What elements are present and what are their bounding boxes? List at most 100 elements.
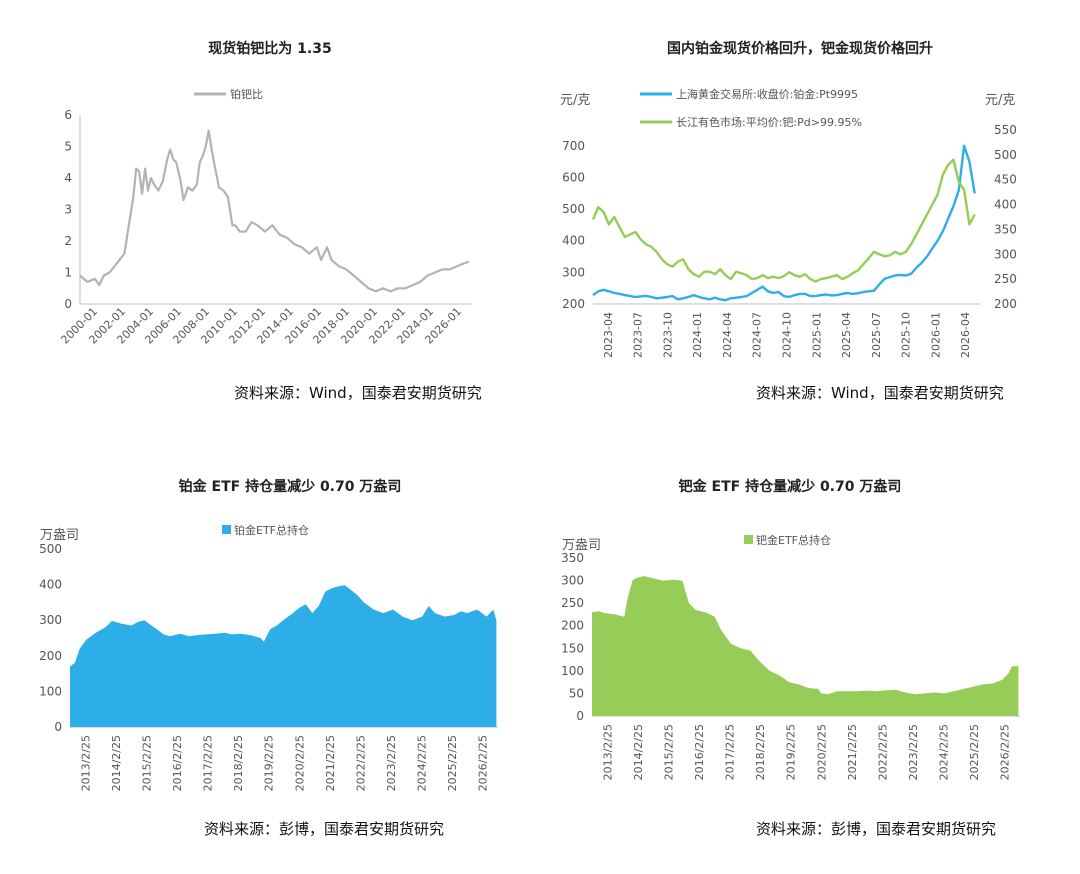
x-tick-label: 2026-01 [929, 312, 942, 358]
x-tick-label: 2025/2/25 [446, 735, 459, 791]
x-tick-label: 2014/2/25 [110, 735, 123, 791]
y-tick-label: 400 [562, 234, 585, 248]
series-line [79, 129, 470, 293]
x-tick-label: 2019/2/25 [785, 724, 798, 780]
series-area [592, 576, 1019, 716]
x-tick-label: 2016/2/25 [693, 724, 706, 780]
y-tick-label: 5 [64, 140, 72, 154]
y2-tick-label: 300 [994, 247, 1017, 261]
legend-label: 铂钯比 [230, 87, 263, 101]
x-tick-label: 2013/2/25 [79, 735, 92, 791]
x-tick-label: 2026-04 [959, 312, 972, 358]
chart-source-1: 资料来源：Wind，国泰君安期货研究 [234, 384, 482, 402]
chart-title-1: 现货铂钯比为 1.35 [208, 41, 332, 57]
y-tick-label: 300 [39, 613, 62, 627]
y2-tick-label: 400 [994, 198, 1017, 212]
y2-tick-label: 450 [994, 173, 1017, 187]
legend-label: 上海黄金交易所:收盘价:铂金:Pt9995 [676, 87, 858, 101]
x-tick-label: 2023/2/25 [385, 735, 398, 791]
y2-tick-label: 350 [994, 222, 1017, 236]
series-area [70, 585, 497, 727]
x-tick-label: 2020/2/25 [293, 735, 306, 791]
x-tick-label: 2017/2/25 [724, 724, 737, 780]
x-tick-label: 2019/2/25 [263, 735, 276, 791]
series-line [591, 158, 976, 283]
x-tick-label: 2016/2/25 [171, 735, 184, 791]
y-tick-label: 300 [562, 265, 585, 279]
series-line [592, 144, 976, 302]
chart-source-4: 资料来源：彭博，国泰君安期货研究 [756, 820, 997, 838]
legend-swatch [744, 535, 753, 544]
x-tick-label: 2022/2/25 [876, 724, 889, 780]
x-tick-label: 2024/2/25 [416, 735, 429, 791]
y-tick-label: 50 [569, 686, 584, 700]
y-tick-label: 4 [64, 171, 72, 185]
x-tick-label: 2022/2/25 [354, 735, 367, 791]
y2-tick-label: 250 [994, 272, 1017, 286]
legend-label: 钯金ETF总持仓 [756, 533, 831, 547]
x-tick-label: 2020/2/25 [815, 724, 828, 780]
y-tick-label: 0 [576, 709, 584, 723]
y-tick-label: 200 [562, 297, 585, 311]
x-tick-label: 2023-10 [661, 312, 674, 358]
y-tick-label: 1 [64, 266, 72, 280]
y-tick-label: 500 [39, 542, 62, 556]
x-tick-label: 2013/2/25 [601, 724, 614, 780]
chart-title-4: 钯金 ETF 持仓量减少 0.70 万盎司 [678, 479, 902, 495]
y2-axis-unit: 元/克 [985, 93, 1015, 108]
y-axis-unit: 元/克 [560, 93, 590, 108]
y-tick-label: 200 [561, 619, 584, 633]
chart-source-2: 资料来源：Wind，国泰君安期货研究 [756, 384, 1004, 402]
x-tick-label: 2021/2/25 [846, 724, 859, 780]
y-tick-label: 2 [64, 234, 72, 248]
chart-title-3: 铂金 ETF 持仓量减少 0.70 万盎司 [178, 479, 402, 495]
legend-swatch [222, 525, 231, 534]
y-tick-label: 400 [39, 578, 62, 592]
y-tick-label: 600 [562, 170, 585, 184]
y-tick-label: 700 [562, 139, 585, 153]
x-tick-label: 2023-07 [632, 312, 645, 358]
y-axis-unit: 万盎司 [40, 528, 79, 543]
x-tick-label: 2024-04 [721, 312, 734, 358]
legend-label: 长江有色市场:平均价:钯:Pd>99.95% [676, 115, 862, 129]
y-tick-label: 0 [54, 720, 62, 734]
x-tick-label: 2025-01 [810, 312, 823, 358]
y-tick-label: 6 [64, 108, 72, 122]
y-tick-label: 250 [561, 596, 584, 610]
y2-tick-label: 500 [994, 148, 1017, 162]
chart-source-3: 资料来源：彭博，国泰君安期货研究 [204, 820, 445, 838]
y-tick-label: 300 [561, 574, 584, 588]
y-tick-label: 100 [39, 684, 62, 698]
y-tick-label: 500 [562, 202, 585, 216]
x-tick-label: 2023-04 [602, 312, 615, 358]
x-tick-label: 2017/2/25 [202, 735, 215, 791]
x-tick-label: 2023/2/25 [907, 724, 920, 780]
x-tick-label: 2025-10 [900, 312, 913, 358]
y-tick-label: 350 [561, 551, 584, 565]
x-tick-label: 2024/2/25 [938, 724, 951, 780]
x-tick-label: 2024-10 [781, 312, 794, 358]
y-tick-label: 150 [561, 641, 584, 655]
x-tick-label: 2025-07 [870, 312, 883, 358]
x-tick-label: 2021/2/25 [324, 735, 337, 791]
y-tick-label: 200 [39, 649, 62, 663]
x-tick-label: 2026/2/25 [477, 735, 490, 791]
x-tick-label: 2014/2/25 [632, 724, 645, 780]
x-tick-label: 2018/2/25 [232, 735, 245, 791]
chart-title-2: 国内铂金现货价格回升，钯金现货价格回升 [667, 41, 933, 57]
x-tick-label: 2015/2/25 [140, 735, 153, 791]
x-tick-label: 2015/2/25 [662, 724, 675, 780]
x-tick-label: 2025-04 [840, 312, 853, 358]
y-tick-label: 0 [64, 297, 72, 311]
x-tick-label: 2026/2/25 [999, 724, 1012, 780]
x-tick-label: 2018/2/25 [754, 724, 767, 780]
y-tick-label: 3 [64, 203, 72, 217]
y-axis-unit: 万盎司 [562, 538, 601, 553]
y2-tick-label: 550 [994, 123, 1017, 137]
y2-tick-label: 200 [994, 297, 1017, 311]
y-tick-label: 100 [561, 664, 584, 678]
x-tick-label: 2025/2/25 [968, 724, 981, 780]
